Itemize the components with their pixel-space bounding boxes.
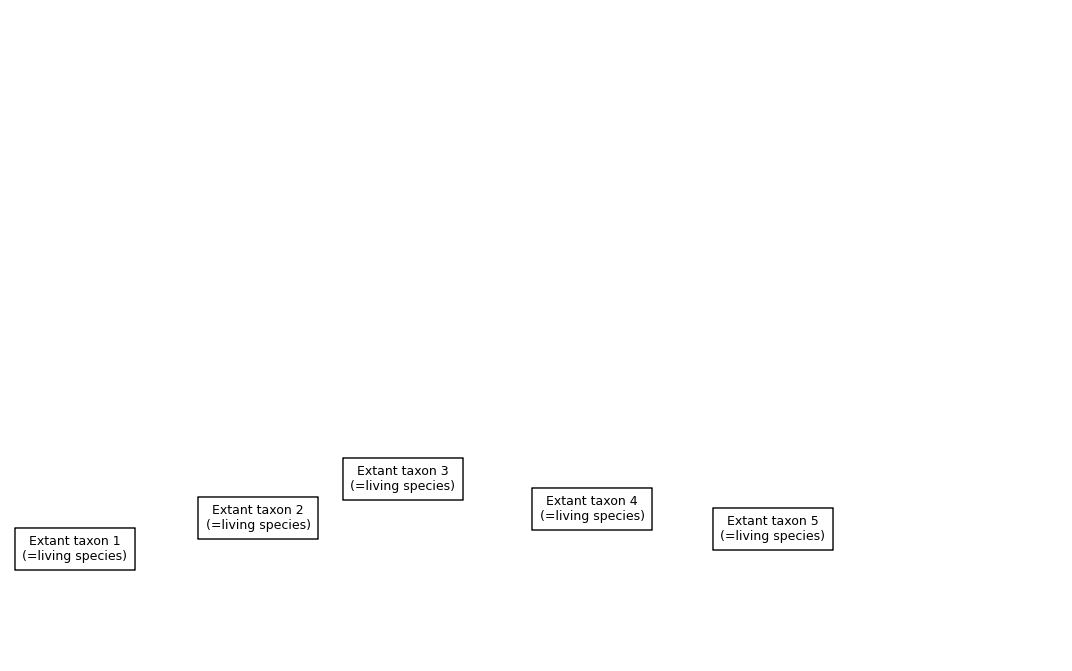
Text: Extant taxon 5
(=living species): Extant taxon 5 (=living species) [720,515,825,543]
FancyBboxPatch shape [198,497,318,539]
Text: Extant taxon 1
(=living species): Extant taxon 1 (=living species) [23,535,128,563]
FancyBboxPatch shape [343,458,463,500]
Text: Extant taxon 4
(=living species): Extant taxon 4 (=living species) [539,495,644,523]
FancyBboxPatch shape [713,508,833,550]
Text: Extant taxon 3
(=living species): Extant taxon 3 (=living species) [351,465,456,493]
Text: Extant taxon 2
(=living species): Extant taxon 2 (=living species) [206,504,311,532]
FancyBboxPatch shape [532,488,652,530]
FancyBboxPatch shape [15,528,135,570]
